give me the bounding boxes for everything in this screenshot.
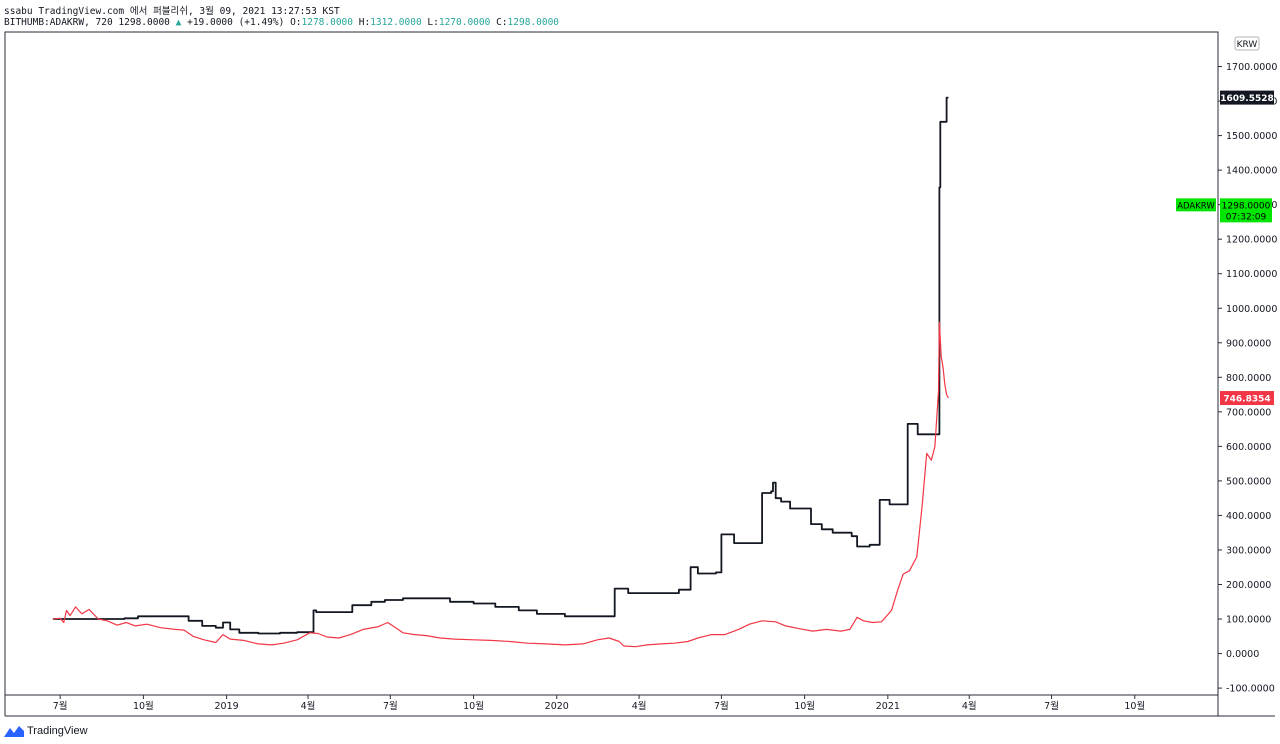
y-tick-label: 100.0000 xyxy=(1226,615,1271,626)
compare-series-last-value: 746.8354 xyxy=(1223,395,1270,405)
y-tick-label: 900.0000 xyxy=(1226,338,1271,349)
high-label: H: xyxy=(358,17,371,28)
compare-series-last-badge xyxy=(1220,391,1274,406)
low-value: 1270.0000 xyxy=(438,17,491,28)
symbol-info-line: BITHUMB:ADAKRW, 720 1298.0000 ▲ +19.0000… xyxy=(4,17,559,28)
x-tick-label: 10월 xyxy=(1124,700,1145,712)
y-tick-label: 500.0000 xyxy=(1226,476,1271,487)
low-label: L: xyxy=(427,17,439,28)
y-tick-label: 1100.0000 xyxy=(1226,269,1277,280)
tradingview-logo-text: TradingView xyxy=(27,725,88,737)
currency-label: KRW xyxy=(1237,40,1258,50)
publish-info: ssabu TradingView.com 에서 퍼블리쉬, 3월 09, 20… xyxy=(4,6,340,17)
x-tick-label: 2020 xyxy=(545,701,569,712)
x-tick-label: 2021 xyxy=(876,701,900,712)
close-value: 1298.0000 xyxy=(507,17,560,28)
last-price: 1298.0000 xyxy=(118,17,170,28)
y-tick-label: 800.0000 xyxy=(1226,373,1271,384)
x-tick-label: 2019 xyxy=(215,701,239,712)
x-tick-label: 4월 xyxy=(962,700,977,712)
y-tick-label: 400.0000 xyxy=(1226,511,1271,522)
current-price-value: 1298.0000 xyxy=(1222,201,1271,211)
open-label: O: xyxy=(290,17,302,28)
y-tick-label: 1500.0000 xyxy=(1226,131,1277,142)
current-price-badge xyxy=(1220,198,1272,223)
y-tick-label: 600.0000 xyxy=(1226,442,1271,453)
y-tick-label: 1000.0000 xyxy=(1226,304,1277,315)
x-tick-label: 10월 xyxy=(463,700,484,712)
x-tick-label: 7월 xyxy=(383,700,398,712)
y-tick-label: 300.0000 xyxy=(1226,545,1271,556)
y-tick-label: 1400.0000 xyxy=(1226,166,1277,177)
compare-series-line[interactable] xyxy=(52,321,949,648)
y-tick-label: 1700.0000 xyxy=(1226,62,1277,73)
close-label: C: xyxy=(496,17,508,28)
main-series-last-value: 1609.5528 xyxy=(1220,94,1274,104)
symbol-name[interactable]: BITHUMB:ADAKRW, 720 xyxy=(4,17,113,28)
symbol-price-tag-label: ADAKRW xyxy=(1177,201,1215,211)
x-tick-label: 4월 xyxy=(301,700,316,712)
symbol-price-tag xyxy=(1176,198,1216,212)
y-tick-label: 700.0000 xyxy=(1226,407,1271,418)
tradingview-logo[interactable]: TradingView xyxy=(4,723,88,739)
main-series-last-badge xyxy=(1220,90,1274,105)
x-tick-label: 10월 xyxy=(133,700,154,712)
currency-box[interactable] xyxy=(1234,36,1260,51)
price-change: +19.0000 (+1.49%) xyxy=(187,17,285,28)
x-tick-label: 4월 xyxy=(632,700,647,712)
high-value: 1312.0000 xyxy=(370,17,422,28)
bar-countdown: 07:32:09 xyxy=(1226,212,1267,222)
up-triangle-icon: ▲ xyxy=(175,17,182,28)
y-tick-label: 0.0000 xyxy=(1226,649,1259,660)
tradingview-logo-icon xyxy=(4,726,24,737)
x-tick-label: 7월 xyxy=(1044,700,1059,712)
y-tick-label: 200.0000 xyxy=(1226,580,1271,591)
open-value: 1278.0000 xyxy=(301,17,353,28)
chart-header: ssabu TradingView.com 에서 퍼블리쉬, 3월 09, 20… xyxy=(4,2,1204,34)
plot-area[interactable] xyxy=(4,31,1219,696)
y-tick-label: -100.0000 xyxy=(1226,684,1275,695)
x-tick-label: 10월 xyxy=(794,700,815,712)
x-tick-label: 7월 xyxy=(53,700,68,712)
main-series-line[interactable] xyxy=(52,96,949,635)
x-tick-label: 7월 xyxy=(714,700,729,712)
y-tick-label: 1200.0000 xyxy=(1226,235,1277,246)
